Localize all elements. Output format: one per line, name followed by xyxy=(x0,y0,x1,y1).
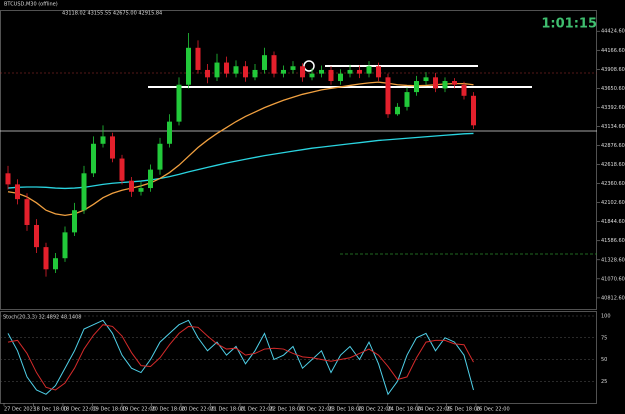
candle-body xyxy=(357,69,362,74)
y-tick-label: 41586.60 xyxy=(601,238,625,244)
candle-body xyxy=(433,77,438,89)
candle-body xyxy=(252,69,258,78)
candle-body xyxy=(110,136,115,159)
candle-body xyxy=(157,143,163,170)
candle-body xyxy=(300,66,305,78)
x-tick-label: 20 Dec 18:00 xyxy=(152,407,186,413)
candle-body xyxy=(471,95,476,126)
ohlc-text: 43118.02 43155.55 42675.00 42915.84 xyxy=(62,11,162,17)
candle-body xyxy=(328,69,334,82)
chart-title: BTCUSD,M30 (offline) xyxy=(4,2,58,8)
candle-body xyxy=(148,169,153,189)
candle-body xyxy=(100,136,106,144)
candle-body xyxy=(43,247,49,270)
candle-body xyxy=(72,210,77,233)
x-tick-label: 22 Dec 18:00 xyxy=(270,407,304,413)
candle-body xyxy=(91,143,96,174)
candle-body xyxy=(138,188,144,192)
candle-body xyxy=(271,55,277,74)
x-tick-label: 24 Dec 22:00 xyxy=(417,407,451,413)
candle-body xyxy=(385,77,391,115)
candle-body xyxy=(205,69,210,78)
candle-body xyxy=(224,62,229,74)
stoch-line xyxy=(7,324,474,391)
candle-body xyxy=(119,158,125,181)
x-tick-label: 23 Dec 18:00 xyxy=(329,407,363,413)
y-tick-label: 42618.60 xyxy=(601,162,625,168)
candle-body xyxy=(214,62,220,78)
x-tick-label: 27 Dec 2023 xyxy=(4,407,36,413)
y-tick-label: 40812.60 xyxy=(601,295,625,301)
x-tick-label: 21 Dec 18:00 xyxy=(211,407,245,413)
candle-body xyxy=(34,224,39,248)
candle-body xyxy=(15,184,20,200)
candle-body xyxy=(395,106,400,115)
candle-body xyxy=(243,66,248,78)
y-tick-label: 41328.60 xyxy=(601,257,625,263)
y-tick-label: 43134.60 xyxy=(601,124,625,130)
y-tick-label: 42876.60 xyxy=(601,143,625,149)
candle-body xyxy=(338,73,343,82)
candle-body xyxy=(347,69,353,74)
candle-body xyxy=(423,77,429,82)
candle-body xyxy=(81,173,87,211)
x-tick-label: 24 Dec 18:00 xyxy=(388,407,422,413)
y-tick-label: 43392.60 xyxy=(601,105,625,111)
stoch-tick-label: 25 xyxy=(601,379,607,385)
x-tick-label: 22 Dec 22:00 xyxy=(299,407,333,413)
candle-body xyxy=(290,66,296,70)
candle-body xyxy=(309,73,315,78)
stoch-tick-label: 50 xyxy=(601,357,607,363)
x-tick-label: 21 Dec 22:00 xyxy=(240,407,274,413)
x-tick-label: 23 Dec 22:00 xyxy=(358,407,392,413)
candle-body xyxy=(366,66,372,74)
price-pane xyxy=(0,10,597,310)
stoch-tick-label: 75 xyxy=(601,335,607,341)
candle-body xyxy=(167,121,172,144)
y-tick-label: 43908.60 xyxy=(601,67,625,73)
x-tick-label: 19 Dec 18:00 xyxy=(93,407,127,413)
candle-body xyxy=(452,81,457,85)
candle-body xyxy=(319,69,324,74)
x-tick-label: 18 Dec 18:00 xyxy=(34,407,68,413)
candle-body xyxy=(262,55,267,70)
candle-body xyxy=(176,84,182,122)
y-tick-label: 42102.60 xyxy=(601,200,625,206)
x-tick-label: 26 Dec 22:00 xyxy=(476,407,510,413)
y-tick-label: 41844.60 xyxy=(601,219,625,225)
candle-body xyxy=(404,92,410,107)
candle-body xyxy=(5,173,11,185)
candle-body xyxy=(233,66,239,74)
y-tick-label: 41070.60 xyxy=(601,276,625,282)
candle-body xyxy=(186,47,191,85)
x-tick-label: 25 Dec 18:00 xyxy=(447,407,481,413)
y-tick-label: 43650.60 xyxy=(601,86,625,92)
candle-body xyxy=(281,69,286,74)
candle-body xyxy=(195,47,201,70)
stoch-line xyxy=(7,319,474,396)
candle-body xyxy=(442,81,448,89)
candle-body xyxy=(129,180,134,192)
candle-body xyxy=(53,258,58,270)
stoch-tick-label: 100 xyxy=(601,314,611,320)
candle-body xyxy=(376,66,381,78)
candle-body xyxy=(414,81,419,93)
candle-body xyxy=(62,232,68,259)
x-tick-label: 20 Dec 22:00 xyxy=(181,407,215,413)
y-tick-label: 44424.60 xyxy=(601,29,625,35)
y-tick-label: 42360.60 xyxy=(601,181,625,187)
candle-body xyxy=(461,84,467,96)
candle-body xyxy=(24,199,30,225)
x-tick-label: 18 Dec 22:00 xyxy=(63,407,97,413)
drawn-circle xyxy=(303,60,315,72)
x-tick-label: 19 Dec 22:00 xyxy=(122,407,156,413)
y-tick-label: 44166.60 xyxy=(601,48,625,54)
stoch-pane xyxy=(0,311,597,404)
timer: 1:01:15 xyxy=(541,17,597,32)
stoch-label: Stoch(20,3,3) 32.4892 48.1408 xyxy=(3,315,81,321)
